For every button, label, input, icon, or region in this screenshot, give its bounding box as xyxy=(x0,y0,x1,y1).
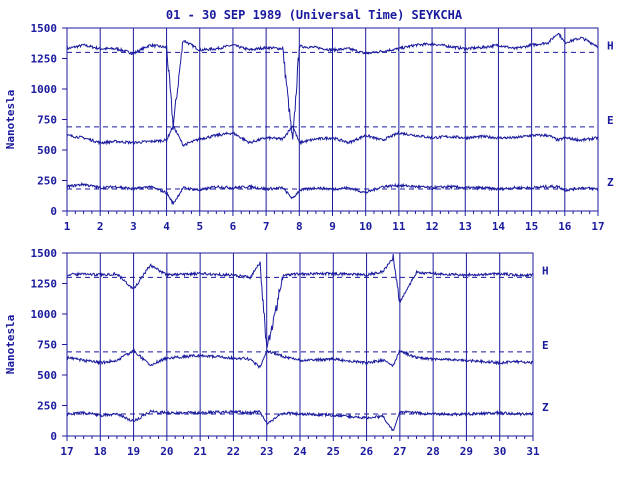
x-tick-label: 27 xyxy=(393,445,406,458)
y-axis-label: Nanotesla xyxy=(4,90,17,150)
x-tick-label: 25 xyxy=(327,445,340,458)
x-tick-label: 2 xyxy=(97,220,104,233)
x-tick-label: 31 xyxy=(526,445,540,458)
y-tick-label: 750 xyxy=(37,339,57,352)
component-label-h: H xyxy=(542,264,549,277)
x-tick-label: 8 xyxy=(296,220,303,233)
x-tick-label: 10 xyxy=(359,220,372,233)
x-tick-label: 1 xyxy=(64,220,71,233)
y-tick-label: 1000 xyxy=(31,83,58,96)
x-tick-label: 15 xyxy=(525,220,538,233)
x-tick-label: 19 xyxy=(127,445,140,458)
x-tick-label: 12 xyxy=(425,220,438,233)
x-tick-label: 4 xyxy=(163,220,170,233)
x-tick-label: 17 xyxy=(60,445,73,458)
series-z-trace xyxy=(66,409,534,432)
series-h-trace xyxy=(66,253,534,349)
component-label-e: E xyxy=(607,114,614,127)
y-tick-label: 750 xyxy=(37,114,57,127)
y-tick-label: 1500 xyxy=(31,247,58,260)
y-tick-label: 1000 xyxy=(31,308,58,321)
x-tick-label: 3 xyxy=(130,220,137,233)
top-panel: 1 2 3 4 5 6 7 8 9 10 11 12 13 14 15 16 17025050075010001… xyxy=(4,22,614,233)
series-z-trace xyxy=(66,181,599,205)
x-tick-label: 29 xyxy=(460,445,473,458)
component-label-e: E xyxy=(542,339,549,352)
component-label-h: H xyxy=(607,39,614,52)
x-tick-label: 11 xyxy=(392,220,406,233)
series-h-trace xyxy=(66,32,599,140)
x-tick-label: 20 xyxy=(160,445,173,458)
x-tick-label: 14 xyxy=(492,220,506,233)
y-tick-label: 0 xyxy=(50,205,57,218)
chart-title: 01 - 30 SEP 1989 (Universal Time) SEYKCH… xyxy=(166,8,463,22)
x-tick-label: 22 xyxy=(227,445,240,458)
x-tick-label: 6 xyxy=(230,220,237,233)
y-axis-label: Nanotesla xyxy=(4,315,17,375)
y-tick-label: 0 xyxy=(50,430,57,443)
y-tick-label: 1250 xyxy=(31,53,58,66)
x-tick-label: 21 xyxy=(194,445,208,458)
x-tick-label: 30 xyxy=(493,445,506,458)
y-tick-label: 250 xyxy=(37,175,57,188)
x-tick-label: 5 xyxy=(196,220,203,233)
x-tick-label: 24 xyxy=(293,445,307,458)
x-tick-label: 18 xyxy=(94,445,107,458)
y-tick-label: 1500 xyxy=(31,22,58,35)
y-tick-label: 1250 xyxy=(31,278,58,291)
x-tick-label: 17 xyxy=(591,220,604,233)
x-tick-label: 13 xyxy=(459,220,472,233)
component-label-z: Z xyxy=(607,176,614,189)
x-tick-label: 7 xyxy=(263,220,270,233)
x-tick-label: 16 xyxy=(558,220,572,233)
x-tick-label: 23 xyxy=(260,445,273,458)
series-e-trace xyxy=(66,124,599,148)
y-tick-label: 500 xyxy=(37,369,57,382)
x-tick-label: 9 xyxy=(329,220,336,233)
x-tick-label: 28 xyxy=(427,445,440,458)
y-tick-label: 500 xyxy=(37,144,57,157)
y-tick-label: 250 xyxy=(37,400,57,413)
bottom-panel: 17 18 19 20 21 22 23 24 25 26 27 28 29 30 31 0 250 500 750… xyxy=(4,247,549,458)
x-tick-label: 26 xyxy=(360,445,374,458)
series-e-trace xyxy=(66,348,534,369)
component-label-z: Z xyxy=(542,401,549,414)
